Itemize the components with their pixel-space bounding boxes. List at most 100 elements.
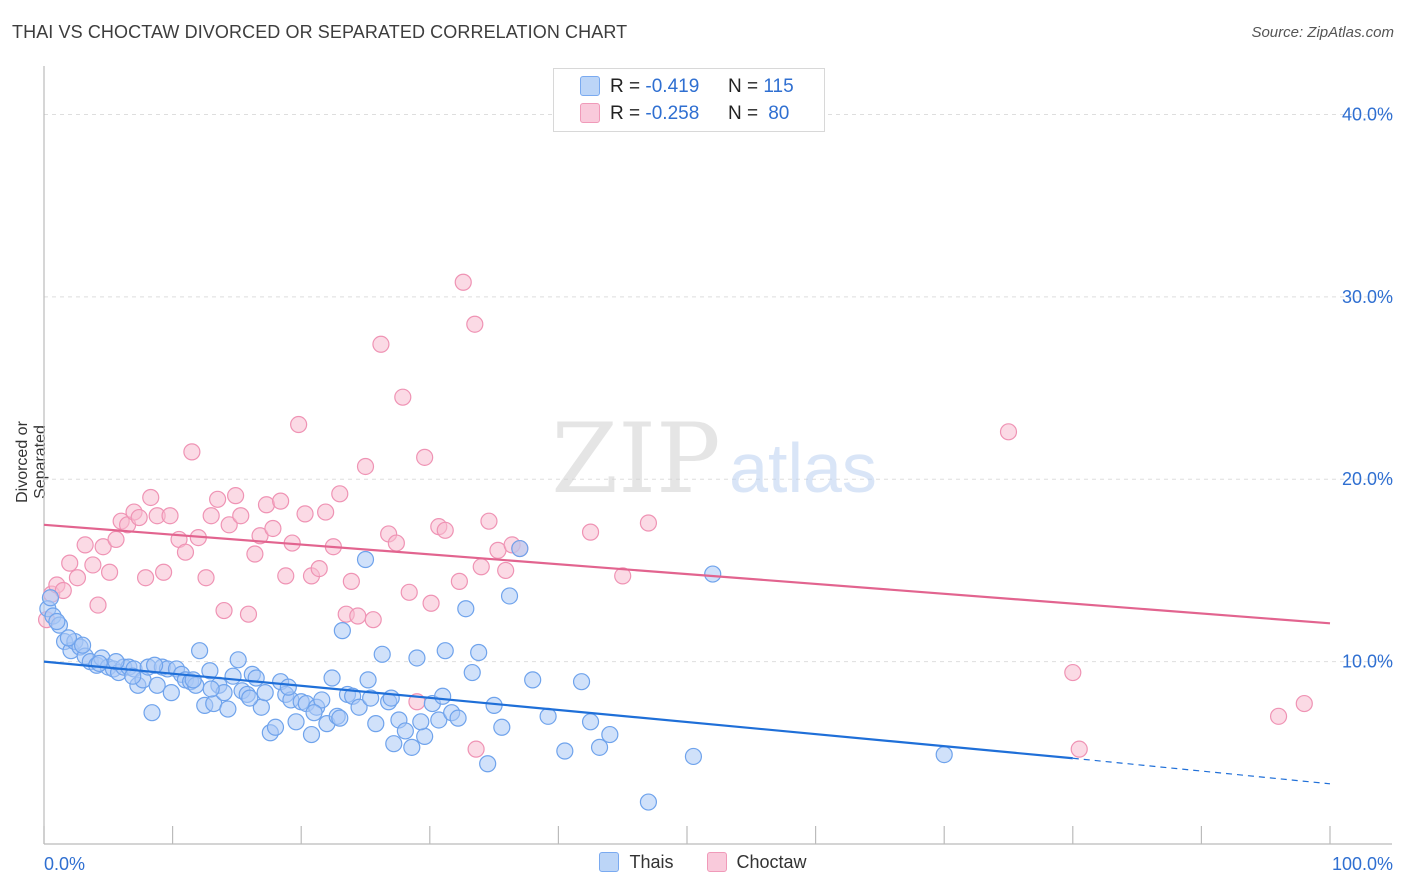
watermark: ZIP atlas	[551, 403, 877, 515]
choctaw-point	[450, 572, 468, 590]
legend-item-thais[interactable]: Thais	[599, 852, 673, 873]
thai-point	[143, 704, 161, 722]
choctaw-point	[436, 521, 454, 539]
thai-point	[511, 539, 529, 558]
thai-point	[145, 656, 164, 674]
thai-point	[191, 642, 209, 660]
legend-row-choctaw: R = -0.258 N = 80	[580, 102, 789, 126]
thai-point	[219, 700, 237, 718]
thai-trend-extension	[1072, 757, 1331, 785]
choctaw-point	[639, 514, 658, 532]
thai-trend-line	[43, 660, 1073, 760]
choctaw-point	[272, 492, 290, 510]
thai-point	[148, 676, 166, 694]
choctaw-point	[331, 485, 349, 503]
choctaw-point	[394, 388, 412, 406]
thai-point	[935, 746, 953, 764]
watermark-zip: ZIP	[551, 403, 720, 515]
y-tick-label: 20.0%	[1342, 469, 1393, 489]
choctaw-point	[349, 607, 367, 625]
thai-point	[331, 709, 349, 727]
thai-point	[224, 667, 242, 685]
choctaw-point	[161, 507, 179, 525]
thai-point	[367, 715, 385, 733]
thai-point	[430, 711, 448, 729]
thai-point	[385, 735, 403, 753]
choctaw-point	[480, 512, 498, 530]
thai-point	[241, 689, 259, 707]
choctaw-point	[107, 530, 125, 549]
thai-point	[313, 691, 331, 709]
legend-row-thais: R = -0.419 N = 115	[580, 75, 794, 99]
choctaw-point	[154, 563, 173, 581]
choctaw-point	[94, 538, 112, 556]
thais-legend-swatch	[599, 852, 620, 872]
thai-point	[524, 671, 542, 689]
thai-point	[572, 673, 591, 691]
thai-point	[41, 589, 60, 607]
choctaw-point	[356, 457, 375, 476]
choctaw-point	[1070, 740, 1088, 758]
stats-legend: R = -0.419 N = 115 R = -0.258 N = 80	[553, 68, 825, 132]
choctaw-point	[400, 583, 418, 601]
thai-point	[403, 738, 421, 756]
thai-point	[416, 727, 434, 745]
thai-point	[382, 689, 400, 707]
choctaw-point	[142, 488, 160, 507]
choctaw-point	[422, 594, 440, 612]
choctaw-point	[227, 487, 245, 505]
thai-point	[449, 709, 467, 727]
thai-point	[470, 643, 488, 662]
watermark-atlas: atlas	[729, 429, 877, 507]
x-tick-label: 100.0%	[1332, 854, 1393, 874]
thais-swatch	[580, 76, 600, 96]
r-label: R =	[610, 103, 641, 124]
grid-lines	[44, 113, 1392, 663]
choctaw-r-value: -0.258	[645, 103, 700, 124]
thai-point	[463, 663, 481, 682]
thai-point	[266, 718, 285, 736]
thai-point	[436, 642, 454, 660]
choctaw-point	[76, 536, 94, 554]
thai-point	[408, 649, 426, 667]
x-tick-label: 0.0%	[44, 854, 85, 874]
series-legend: Thais Choctaw	[0, 852, 1406, 873]
choctaw-point	[130, 508, 148, 527]
thai-point	[323, 669, 341, 687]
thai-point	[302, 725, 321, 744]
thai-point	[162, 684, 180, 702]
choctaw-point	[467, 740, 485, 758]
legend-item-choctaw[interactable]: Choctaw	[706, 852, 807, 873]
thai-point	[201, 662, 219, 680]
choctaw-point	[89, 596, 107, 614]
thai-point	[90, 654, 108, 673]
choctaw-point	[416, 448, 434, 466]
choctaw-legend-swatch	[706, 852, 727, 872]
choctaw-point	[342, 572, 360, 590]
thai-point	[59, 629, 78, 647]
choctaw-point	[220, 516, 238, 534]
choctaw-point	[317, 503, 335, 521]
trend-lines	[43, 523, 1331, 785]
choctaw-point	[257, 496, 276, 514]
thai-point	[434, 687, 452, 705]
choctaw-point	[251, 527, 269, 545]
choctaw-point	[183, 443, 201, 461]
thai-point	[684, 747, 703, 766]
choctaw-point	[454, 273, 472, 291]
r-label: R =	[610, 76, 641, 97]
thai-point	[287, 713, 305, 731]
choctaw-point	[296, 505, 314, 523]
thai-point	[493, 718, 511, 736]
thai-point	[73, 636, 92, 654]
choctaw-point	[466, 315, 484, 333]
choctaw-point	[264, 519, 282, 538]
choctaw-point	[472, 558, 490, 576]
thai-points	[39, 539, 953, 811]
thai-point	[305, 704, 323, 722]
thai-point	[412, 713, 430, 731]
y-tick-label: 10.0%	[1342, 652, 1393, 672]
thai-point	[48, 612, 66, 631]
choctaw-swatch	[580, 103, 600, 123]
